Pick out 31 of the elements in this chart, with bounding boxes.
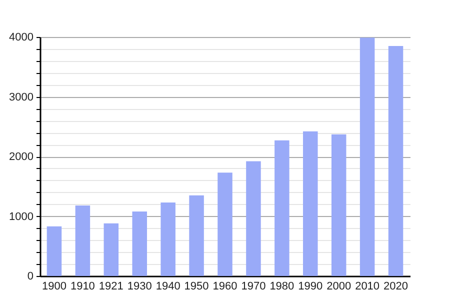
y-tick-label: 1000	[9, 210, 34, 223]
bar	[274, 140, 290, 276]
x-tick-label: 2020	[384, 280, 408, 292]
x-tick-label: 1950	[184, 280, 209, 292]
x-tick-label: 2010	[355, 280, 380, 292]
y-tick-label: 4000	[9, 32, 34, 44]
bar	[75, 205, 90, 276]
x-tick-label: 1990	[298, 280, 323, 292]
bar	[104, 223, 119, 276]
bar	[388, 46, 404, 276]
y-tick-label: 3000	[9, 91, 34, 104]
bar	[246, 161, 261, 276]
x-tick-label: 1960	[212, 280, 238, 292]
bar	[132, 211, 147, 276]
x-tick-label: 1980	[270, 280, 294, 292]
bar	[303, 131, 318, 276]
y-tick-label: 2000	[9, 151, 34, 163]
bar	[160, 202, 176, 276]
bar	[46, 226, 62, 276]
bar	[331, 134, 346, 276]
x-tick-label: 1910	[70, 280, 95, 292]
bar	[360, 38, 375, 276]
y-tick-label: 0	[27, 270, 34, 282]
x-tick-label: 1940	[156, 280, 180, 292]
x-tick-label: 2000	[326, 280, 352, 292]
bar	[218, 172, 232, 276]
bar	[189, 195, 204, 276]
x-tick-label: 1900	[42, 280, 66, 292]
x-tick-label: 1970	[241, 280, 266, 292]
x-tick-label: 1930	[127, 280, 152, 292]
x-tick-label: 1921	[98, 280, 124, 292]
